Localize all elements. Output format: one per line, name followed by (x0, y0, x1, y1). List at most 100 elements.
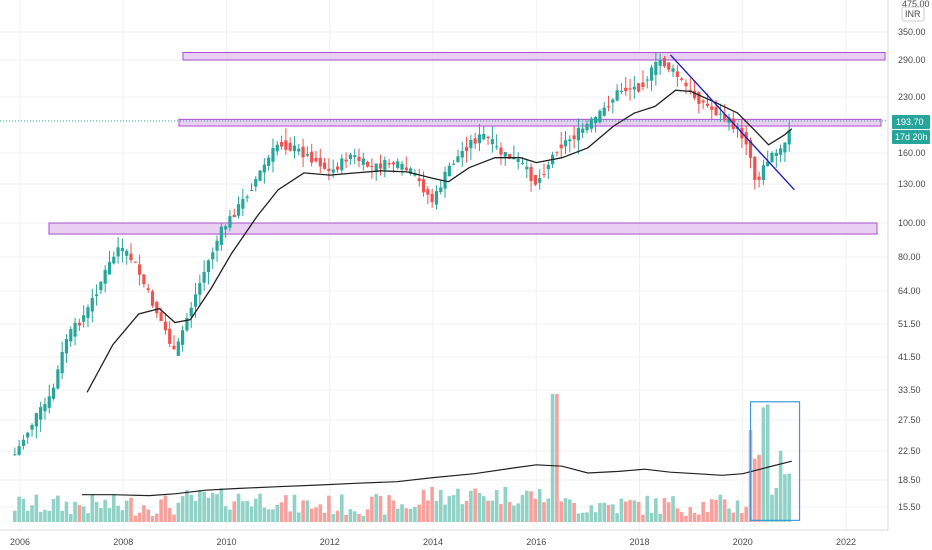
candle-body (770, 152, 774, 163)
candle-body (159, 312, 163, 322)
volume-bar (159, 499, 163, 522)
candle-body (211, 252, 215, 260)
candle-body (680, 78, 684, 80)
candle-body (361, 158, 365, 165)
volume-bar (348, 509, 353, 522)
candle-body (546, 164, 550, 170)
price-zone (182, 51, 886, 61)
candle-body (783, 142, 787, 153)
candle-body (366, 161, 370, 167)
volume-bar (253, 498, 258, 522)
candle-body (310, 151, 314, 163)
volume-bar (395, 508, 400, 522)
volume-bar (142, 505, 146, 522)
volume-bar (675, 508, 680, 522)
candle-body (628, 88, 632, 90)
volume-bar (486, 500, 490, 522)
volume-bar (13, 510, 17, 522)
volume-bar (688, 507, 693, 522)
volume-bar (507, 501, 512, 522)
price-candles (13, 52, 791, 456)
candle-body (206, 260, 211, 273)
volume-bar (339, 494, 344, 522)
candle-body (456, 156, 460, 163)
volume-bar (413, 506, 417, 522)
price-tick-label: 22.50 (898, 446, 921, 456)
time-axis[interactable]: 2006 2008 2010 2012 2014 2016 2018 2020 2022 (10, 537, 856, 547)
time-tick-label: 2010 (216, 537, 236, 547)
support-resistance-zones (0, 51, 888, 235)
last-price-tag (892, 115, 930, 129)
volume-bar (456, 488, 460, 522)
price-zone (178, 118, 882, 127)
candle-body (39, 407, 43, 420)
candle-body (667, 62, 671, 70)
volume-bar (765, 404, 770, 522)
volume-bar (314, 507, 318, 522)
volume-bar (679, 512, 684, 522)
candle-body (86, 307, 90, 318)
volume-bar (266, 509, 271, 522)
volume-bar (73, 501, 77, 522)
candle-body (193, 294, 198, 307)
volume-bar (426, 500, 430, 522)
candle-body (718, 113, 722, 115)
price-axis[interactable]: 350.00 290.00 230.00 160.00 130.00 100.00 80.0… (898, 27, 926, 512)
candle-body (26, 432, 30, 438)
countdown-tag (892, 130, 930, 144)
candle-body (146, 288, 150, 290)
volume-bar (654, 498, 658, 522)
volume-bar (271, 509, 275, 522)
volume-bar (309, 508, 314, 522)
candle-body (219, 226, 223, 245)
candle-body (787, 130, 791, 145)
candle-body (13, 454, 17, 456)
candle-body (267, 157, 271, 166)
volume-bar (262, 507, 267, 522)
volume-bar (580, 512, 585, 522)
volume-bar (473, 488, 477, 522)
candle-body (589, 118, 593, 129)
volume-bar (499, 503, 503, 522)
candle-body (181, 330, 185, 345)
chart-overlays (82, 54, 801, 521)
candle-body (701, 100, 705, 103)
price-tick-label: 27.50 (898, 415, 921, 425)
volume-bar (636, 501, 641, 522)
volume-bar (94, 501, 99, 522)
candle-body (568, 139, 572, 142)
volume-bar (770, 494, 774, 522)
volume-bar (56, 495, 60, 522)
volume-bar (692, 512, 697, 522)
candle-body (133, 261, 137, 263)
candle-body (344, 159, 348, 162)
volume-bar (284, 495, 288, 522)
volume-bar (503, 486, 508, 522)
candle-body (284, 140, 288, 150)
volume-bar (434, 501, 439, 522)
candle-body (581, 128, 585, 133)
candle-body (507, 154, 512, 159)
volume-bar (649, 513, 654, 522)
candle-body (374, 163, 378, 171)
volume-bar (370, 496, 374, 522)
volume-bar (111, 494, 116, 522)
time-tick-label: 2014 (423, 537, 443, 547)
volume-bar (81, 506, 86, 522)
candle-body (34, 413, 38, 427)
volume-bar (662, 498, 667, 522)
volume-bar (602, 502, 607, 522)
candle-body (434, 191, 439, 205)
volume-bar (189, 495, 194, 522)
candle-body (697, 92, 701, 104)
volume-bar (163, 495, 168, 522)
volume-bar (546, 498, 551, 522)
candle-body (155, 301, 159, 314)
volume-bar (460, 504, 465, 522)
volume-bar (17, 496, 21, 522)
candle-body (473, 138, 477, 144)
volume-bar (697, 514, 701, 522)
candle-body (47, 396, 51, 408)
candle-body (559, 144, 563, 149)
